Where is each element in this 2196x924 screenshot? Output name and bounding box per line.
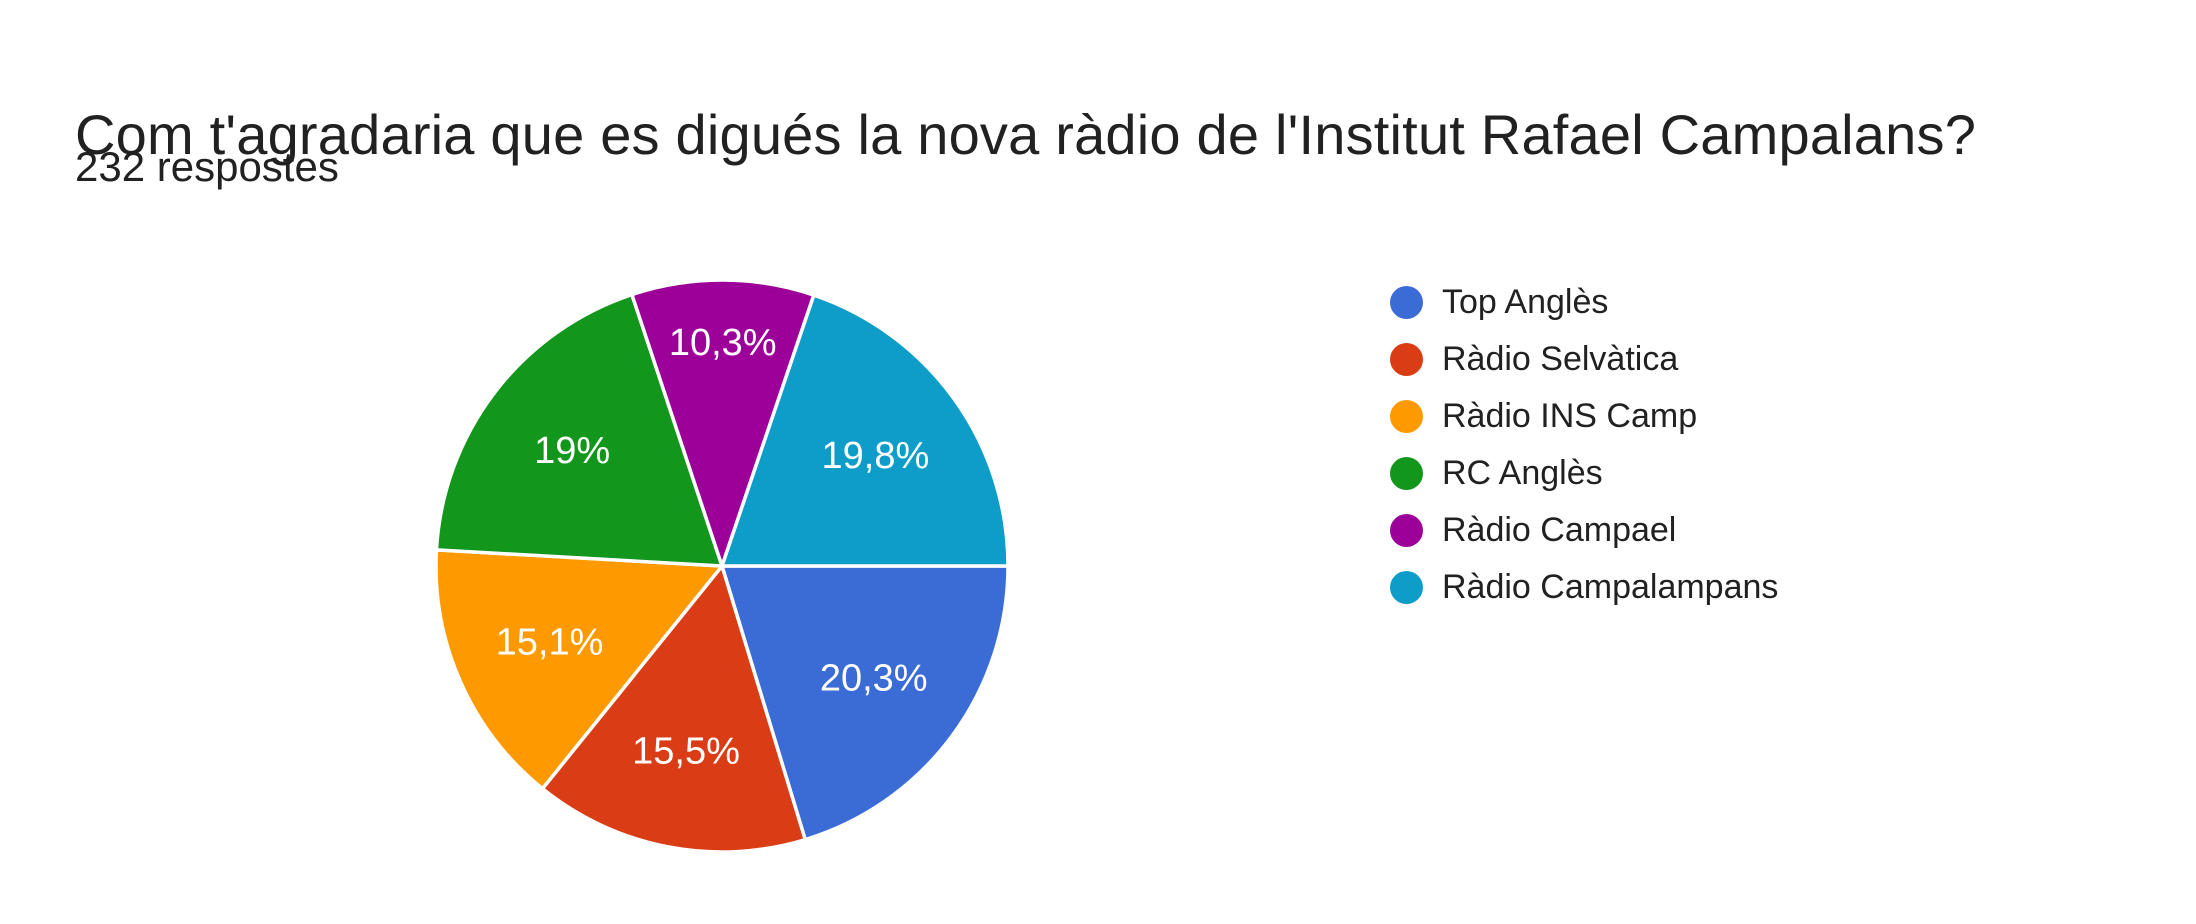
legend-item-radio-campalampans: Ràdio Campalampans	[1390, 570, 1778, 604]
legend-item-label: Ràdio Campalampans	[1442, 568, 1779, 606]
pie-slice-label: 10,3%	[669, 322, 777, 364]
legend-item-label: Ràdio Selvàtica	[1442, 340, 1679, 378]
legend-color-dot	[1390, 399, 1423, 433]
question-title: Com t'agradaria que es digués la nova rà…	[75, 102, 1977, 166]
legend-item-top-angles: Top Anglès	[1390, 285, 1778, 319]
legend-item-label: Ràdio Campael	[1442, 511, 1677, 549]
pie-slice-radio-campael[interactable]	[630, 278, 816, 568]
legend-color-dot	[1390, 570, 1423, 604]
legend-item-rc-angles: RC Anglès	[1390, 456, 1778, 490]
pie-slice-top-angles[interactable]	[720, 564, 1010, 842]
pie-slice-label: 20,3%	[820, 657, 928, 699]
legend-item-radio-ins-camp: Ràdio INS Camp	[1390, 399, 1778, 433]
responses-count: 232 respostes	[75, 143, 339, 190]
pie-slice-radio-campalampans[interactable]	[720, 293, 1010, 568]
legend-item-label: RC Anglès	[1442, 454, 1603, 492]
legend-item-radio-campael: Ràdio Campael	[1390, 513, 1778, 547]
pie-slice-radio-ins-camp[interactable]	[434, 548, 724, 791]
legend-color-dot	[1390, 456, 1423, 490]
pie-slice-label: 15,1%	[496, 622, 604, 664]
pie-slice-label: 19%	[534, 430, 610, 472]
pie-chart: 20,3% 15,5% 15,1% 19% 10,3% 19,8%	[434, 278, 1010, 854]
legend-color-dot	[1390, 513, 1423, 547]
chart-legend: Top Anglès Ràdio Selvàtica Ràdio INS Camp R…	[1390, 285, 1778, 604]
pie-slice-label: 19,8%	[822, 435, 930, 477]
legend-color-dot	[1390, 285, 1423, 319]
legend-item-label: Top Anglès	[1442, 283, 1609, 321]
pie-slice-radio-selvatica[interactable]	[540, 564, 807, 854]
legend-color-dot	[1390, 342, 1423, 376]
pie-slice-rc-angles[interactable]	[434, 292, 724, 568]
legend-item-radio-selvatica: Ràdio Selvàtica	[1390, 342, 1778, 376]
legend-item-label: Ràdio INS Camp	[1442, 397, 1698, 435]
pie-slice-label: 15,5%	[632, 730, 740, 772]
